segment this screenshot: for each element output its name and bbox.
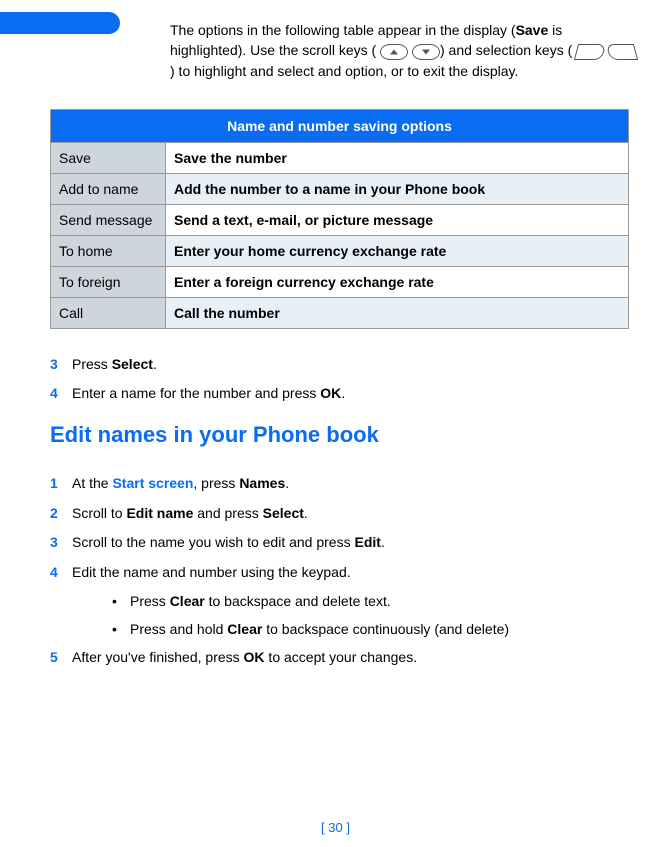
step-bold: OK	[320, 385, 341, 401]
bullet-list: Press Clear to backspace and delete text…	[112, 592, 641, 639]
intro-text-3: ) and selection keys (	[440, 42, 572, 58]
step-number: 3	[50, 533, 72, 553]
bullet-bold: Clear	[170, 593, 205, 609]
bullet-post: to backspace continuously (and delete)	[262, 621, 509, 637]
step-text: Press	[72, 356, 112, 372]
desc-cell: Save the number	[166, 142, 629, 173]
bullet-pre: Press and hold	[130, 621, 227, 637]
step-bold: Names	[239, 475, 285, 491]
opt-cell: To foreign	[51, 266, 166, 297]
step-text: Enter a name for the number and press	[72, 385, 320, 401]
step-bold: Select	[112, 356, 153, 372]
bullet-1: Press Clear to backspace and delete text…	[112, 592, 641, 612]
side-tab	[0, 12, 120, 37]
step-post: to accept your changes.	[265, 649, 418, 665]
step-bold: Edit name	[126, 505, 193, 521]
blue-tab-decoration	[0, 12, 120, 34]
steps-block-b: 1At the Start screen, press Names. 2Scro…	[50, 474, 641, 667]
step-bold: Edit	[354, 534, 380, 550]
options-table: Name and number saving options SaveSave …	[50, 109, 629, 329]
step-b2: 2Scroll to Edit name and press Select.	[50, 504, 641, 524]
desc-cell: Add the number to a name in your Phone b…	[166, 173, 629, 204]
select-right-icon	[606, 44, 638, 60]
opt-cell: To home	[51, 235, 166, 266]
step-number: 4	[50, 384, 72, 404]
scroll-up-icon	[380, 44, 408, 60]
table-row: Send messageSend a text, e-mail, or pict…	[51, 204, 629, 235]
step-bold: OK	[244, 649, 265, 665]
desc-cell: Enter your home currency exchange rate	[166, 235, 629, 266]
table-row: Add to nameAdd the number to a name in y…	[51, 173, 629, 204]
step-number: 1	[50, 474, 72, 494]
options-table-wrap: Name and number saving options SaveSave …	[50, 109, 629, 329]
step-number: 2	[50, 504, 72, 524]
step-4: 4Enter a name for the number and press O…	[50, 384, 641, 404]
bullet-bold: Clear	[227, 621, 262, 637]
steps-block-a: 3Press Select. 4Enter a name for the num…	[50, 355, 641, 404]
step-bold-2: Select	[263, 505, 304, 521]
step-pre: Scroll to	[72, 505, 126, 521]
step-pre: At the	[72, 475, 112, 491]
table-row: To foreignEnter a foreign currency excha…	[51, 266, 629, 297]
bullet-pre: Press	[130, 593, 170, 609]
step-post: .	[304, 505, 308, 521]
step-post: .	[381, 534, 385, 550]
table-row: SaveSave the number	[51, 142, 629, 173]
step-b4: 4Edit the name and number using the keyp…	[50, 563, 641, 583]
step-number: 4	[50, 563, 72, 583]
bullet-2: Press and hold Clear to backspace contin…	[112, 620, 641, 640]
step-post: .	[341, 385, 345, 401]
step-pre: After you've finished, press	[72, 649, 244, 665]
step-b1: 1At the Start screen, press Names.	[50, 474, 641, 494]
step-text: Edit the name and number using the keypa…	[72, 564, 351, 580]
step-b5: 5After you've finished, press OK to acce…	[50, 648, 641, 668]
intro-paragraph: The options in the following table appea…	[170, 20, 641, 81]
desc-cell: Enter a foreign currency exchange rate	[166, 266, 629, 297]
step-pre: Scroll to the name you wish to edit and …	[72, 534, 354, 550]
step-number: 3	[50, 355, 72, 375]
table-header: Name and number saving options	[51, 109, 629, 142]
intro-text-4: ) to highlight and select and option, or…	[170, 63, 518, 79]
intro-text-1: The options in the following table appea…	[170, 22, 516, 38]
step-3: 3Press Select.	[50, 355, 641, 375]
start-screen-link: Start screen	[112, 475, 193, 491]
desc-cell: Send a text, e-mail, or picture message	[166, 204, 629, 235]
select-left-icon	[574, 44, 606, 60]
step-post: .	[285, 475, 289, 491]
table-row: CallCall the number	[51, 297, 629, 328]
step-b3: 3Scroll to the name you wish to edit and…	[50, 533, 641, 553]
opt-cell: Save	[51, 142, 166, 173]
opt-cell: Send message	[51, 204, 166, 235]
opt-cell: Add to name	[51, 173, 166, 204]
desc-cell: Call the number	[166, 297, 629, 328]
bullet-post: to backspace and delete text.	[205, 593, 391, 609]
page-number: [ 30 ]	[0, 820, 671, 835]
step-mid: and press	[193, 505, 262, 521]
step-mid: , press	[193, 475, 239, 491]
opt-cell: Call	[51, 297, 166, 328]
table-row: To homeEnter your home currency exchange…	[51, 235, 629, 266]
step-post: .	[153, 356, 157, 372]
section-heading: Edit names in your Phone book	[50, 422, 641, 448]
intro-save-bold: Save	[516, 22, 549, 38]
step-number: 5	[50, 648, 72, 668]
scroll-down-icon	[412, 44, 440, 60]
